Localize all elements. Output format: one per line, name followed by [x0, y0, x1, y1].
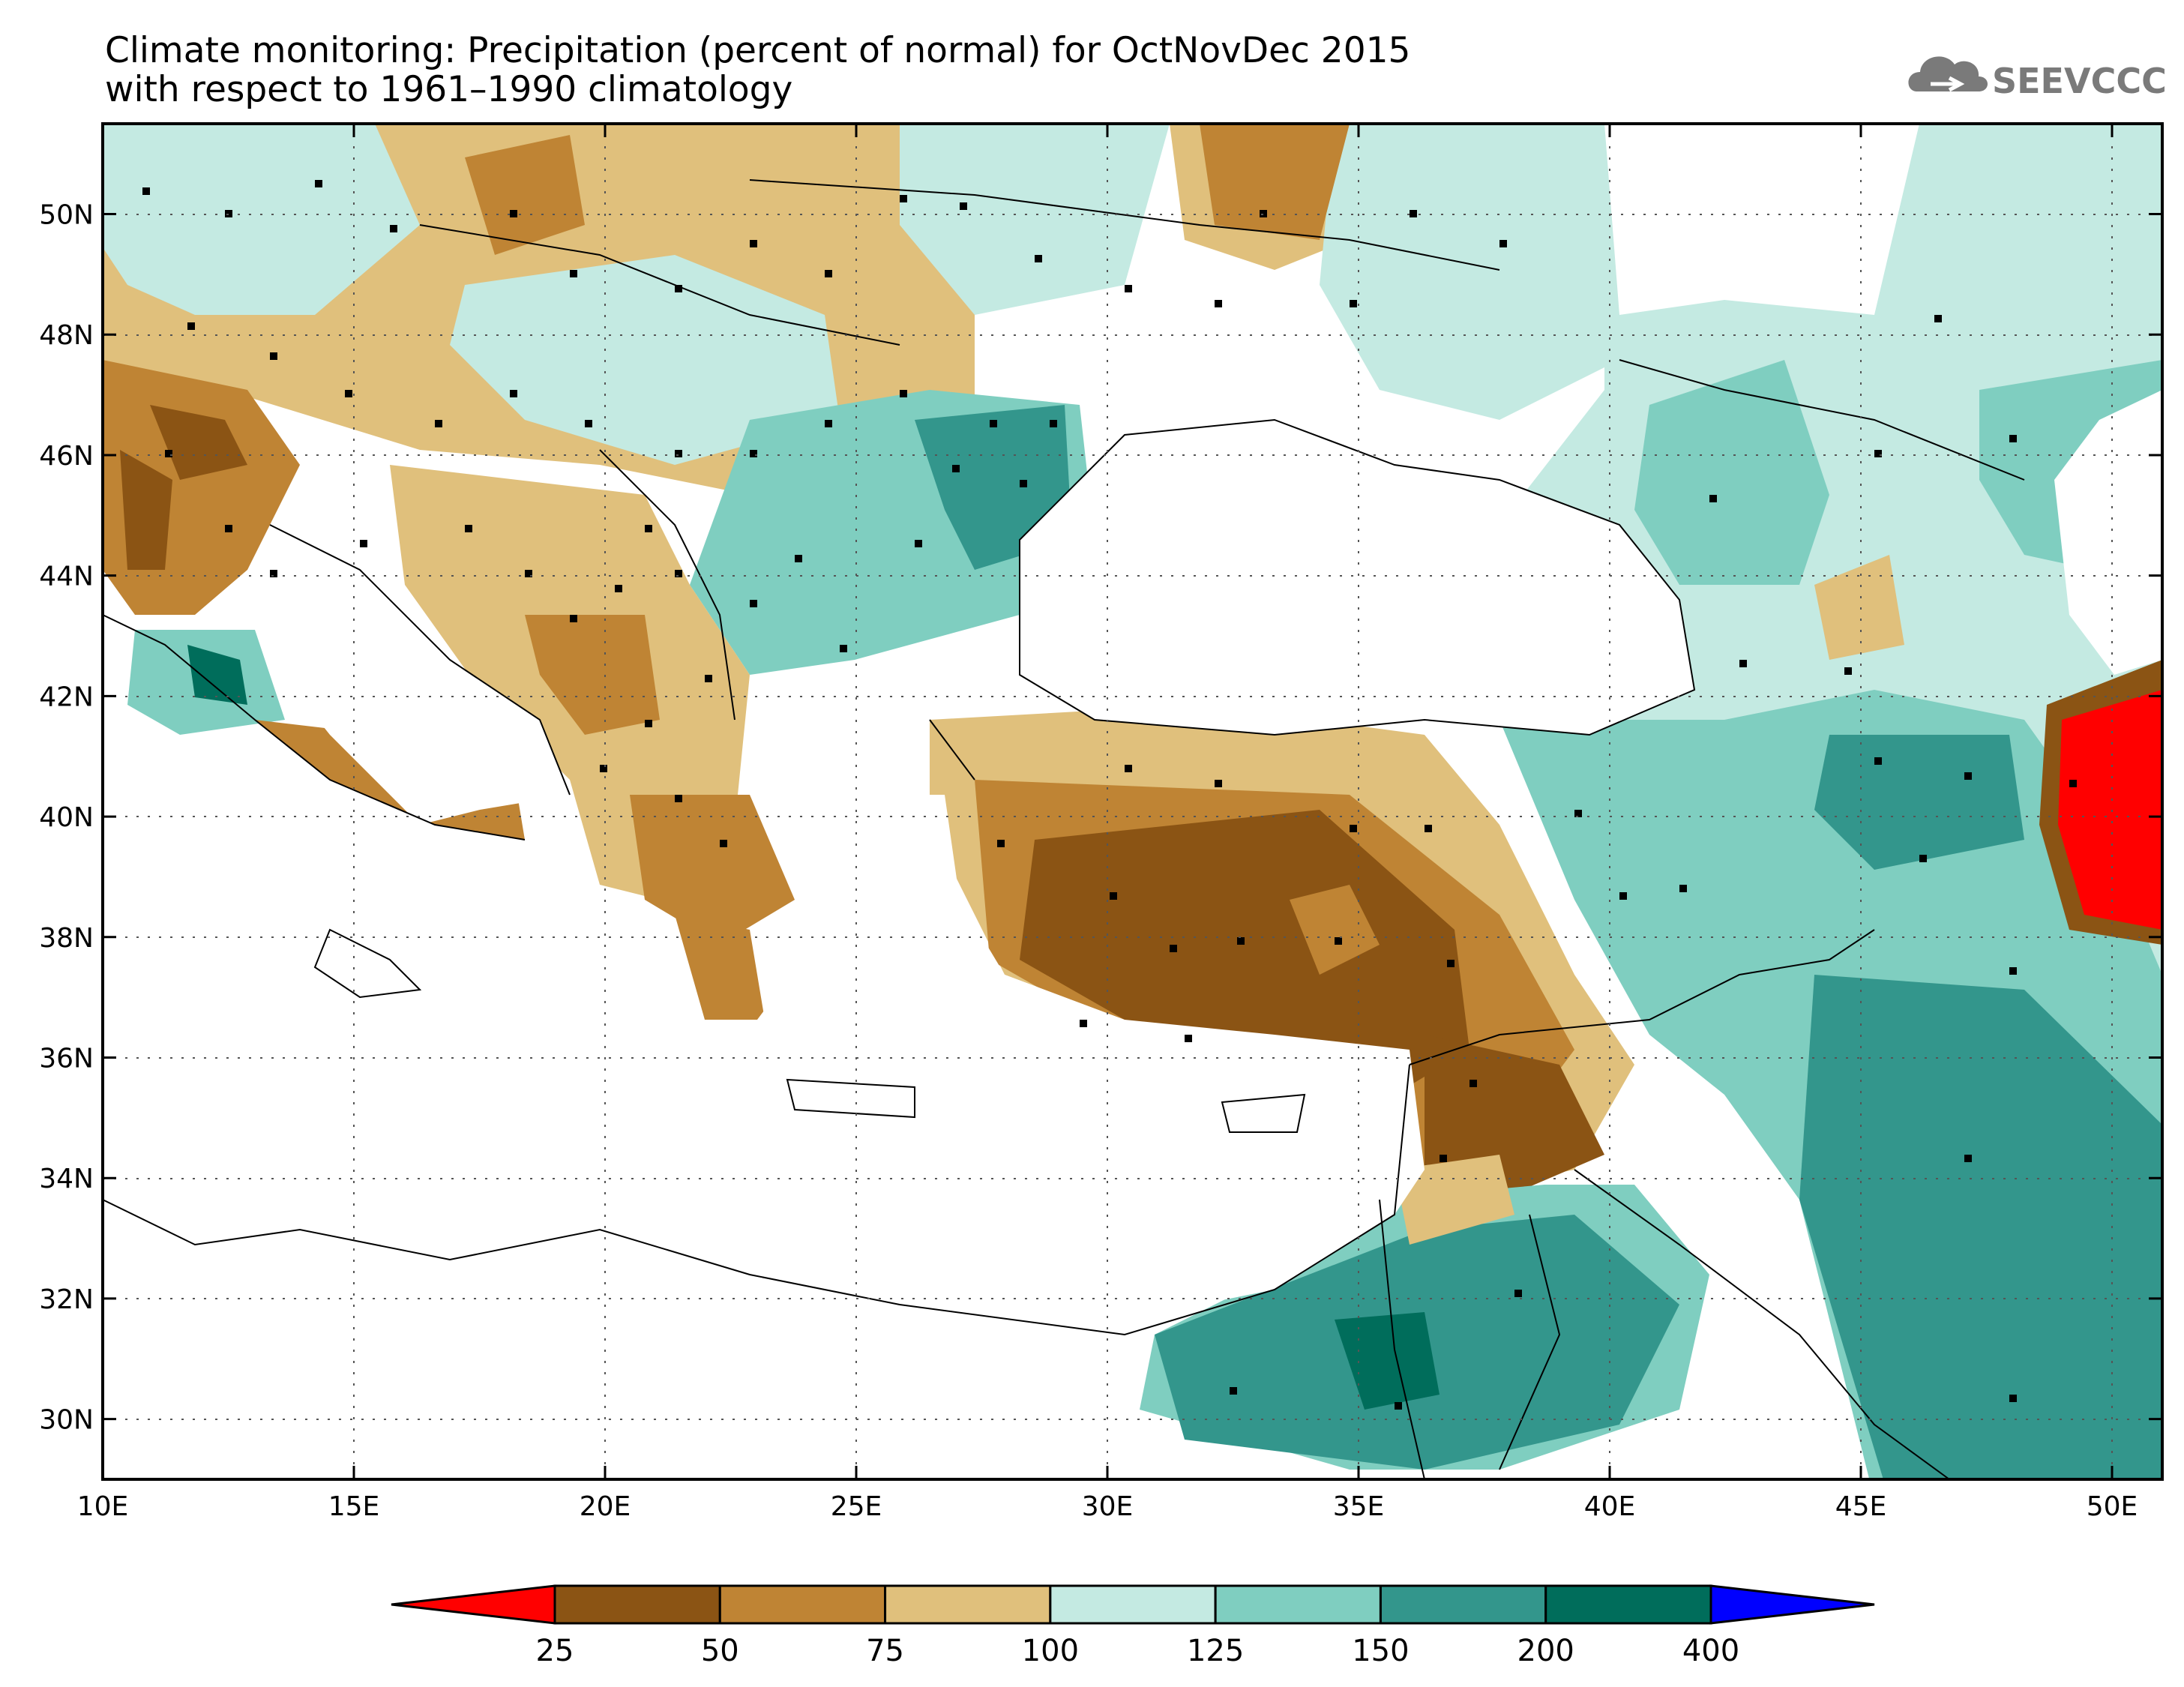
x-tick-label: 45E	[1835, 1491, 1887, 1522]
colorbar-segment	[1214, 1584, 1382, 1625]
colorbar-low-arrow	[391, 1584, 556, 1625]
x-tick-label: 10E	[77, 1491, 129, 1522]
x-tick-label: 20E	[580, 1491, 631, 1522]
map-frame	[101, 122, 2164, 1481]
colorbar-label: 100	[1022, 1634, 1079, 1668]
y-tick-label: 34N	[39, 1164, 94, 1194]
colorbar-segment	[884, 1584, 1052, 1625]
y-tick-label: 32N	[39, 1284, 94, 1315]
precipitation-fields	[103, 124, 2162, 1479]
x-tick-label: 15E	[328, 1491, 380, 1522]
colorbar-label: 75	[866, 1634, 904, 1668]
cloud-icon	[1908, 56, 1988, 92]
map-frame-group	[103, 124, 2162, 1479]
colorbar-label: 125	[1187, 1634, 1244, 1668]
x-tick-label: 50E	[2087, 1491, 2138, 1522]
y-tick-label: 30N	[39, 1405, 94, 1436]
country-borders	[103, 179, 2025, 1479]
y-tick-label: 46N	[39, 441, 94, 472]
colorbar-segment	[553, 1584, 721, 1625]
colorbar-label: 150	[1352, 1634, 1409, 1668]
x-tick-label: 30E	[1082, 1491, 1134, 1522]
y-tick-label: 44N	[39, 562, 94, 592]
x-axis-ticks: 10E 15E 20E 25E 30E 35E 40E 45E 50E	[77, 124, 2138, 1522]
gridlines	[103, 124, 2162, 1479]
seevccc-logo: SEEVCCC	[1908, 56, 2167, 101]
colorbar-label: 400	[1682, 1634, 1739, 1668]
colorbar-label: 25	[536, 1634, 574, 1668]
logo-text: SEEVCCC	[1992, 61, 2167, 101]
colorbar-segment	[1544, 1584, 1712, 1625]
y-tick-label: 42N	[39, 682, 94, 712]
colorbar-legend: 25 50 75 100 125 150 200 400	[391, 1584, 1875, 1668]
colorbar-segment	[1379, 1584, 1547, 1625]
colorbar-label: 200	[1517, 1634, 1574, 1668]
colorbar-segment	[718, 1584, 887, 1625]
colorbar-segment	[1049, 1584, 1217, 1625]
x-tick-label: 25E	[831, 1491, 882, 1522]
x-tick-label: 35E	[1333, 1491, 1385, 1522]
y-tick-label: 38N	[39, 923, 94, 954]
colorbar-label: 50	[701, 1634, 739, 1668]
chart-title: Climate monitoring: Precipitation (perce…	[105, 30, 1411, 71]
chart-subtitle: with respect to 1961–1990 climatology	[105, 69, 793, 110]
x-tick-label: 40E	[1584, 1491, 1636, 1522]
y-tick-label: 50N	[39, 200, 94, 231]
y-tick-label: 40N	[39, 802, 94, 833]
colorbar-high-arrow	[1709, 1584, 1875, 1625]
y-tick-label: 36N	[39, 1044, 94, 1074]
station-markers	[142, 180, 2077, 1410]
y-axis-ticks: 50N 48N 46N 44N 42N 40N 38N 36N 34N 32N 30N	[39, 200, 2162, 1436]
y-tick-label: 48N	[39, 320, 94, 351]
